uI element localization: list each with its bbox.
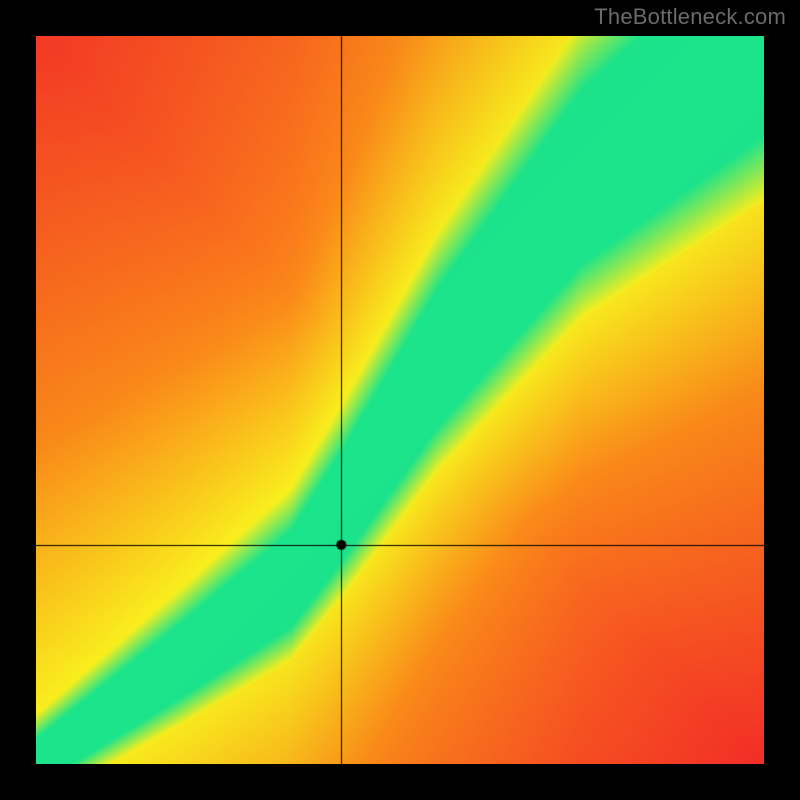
heatmap-canvas [36,36,764,764]
chart-container: TheBottleneck.com [0,0,800,800]
watermark-text: TheBottleneck.com [594,4,786,30]
plot-area [36,36,764,764]
